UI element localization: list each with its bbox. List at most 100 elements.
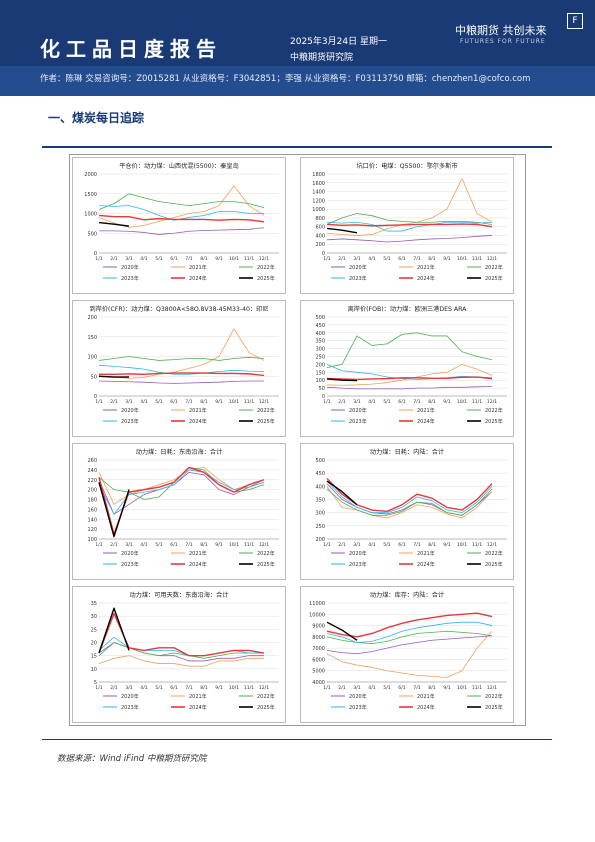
x-tick-label: 11/1 [472,685,482,691]
x-tick-label: 8/1 [200,685,207,691]
x-tick-label: 7/1 [185,256,192,262]
series-line-2024 [326,612,493,638]
chart-panel-4: 离岸价(FOB)：动力煤：欧洲三港DES ARA 0 50 100 150 200 250 3… [300,300,514,437]
x-tick-label: 6/1 [170,399,177,405]
x-tick-label: 3/1 [125,542,132,548]
x-tick-label: 10/1 [229,685,239,691]
series-line-2024 [326,376,493,381]
series-line-2023 [98,364,265,375]
x-tick-label: 5/1 [383,399,390,405]
series-line-2025 [98,375,129,378]
data-source: 数据来源：Wind iFind 中粮期货研究院 [57,754,207,764]
legend-label: 2020年 [349,264,367,271]
y-tick-label: 500 [315,315,325,321]
x-tick-label: 6/1 [398,685,405,691]
x-tick-label: 12/1 [487,685,497,691]
chart-title: 动力煤：日耗：内陆：合计 [370,448,444,456]
y-tick-label: 100 [87,537,97,543]
x-tick-label: 10/1 [457,542,467,548]
x-tick-label: 6/1 [170,256,177,262]
y-tick-label: 0 [322,251,325,257]
x-tick-label: 11/1 [472,542,482,548]
x-tick-label: 11/1 [244,256,254,262]
x-tick-label: 10/1 [229,256,239,262]
y-tick-label: 600 [315,225,325,231]
x-tick-label: 7/1 [413,256,420,262]
chart-panel-5: 动力煤：日耗：东南沿海：合计 100 120 140 160 180 200 220 240 26… [72,443,286,580]
x-tick-label: 5/1 [155,542,162,548]
y-tick-label: 150 [87,335,97,341]
x-tick-label: 11/1 [244,399,254,405]
x-tick-label: 9/1 [443,399,450,405]
series-line-2020 [98,471,265,515]
x-tick-label: 1/1 [323,256,330,262]
y-tick-label: 11000 [309,601,325,607]
x-tick-label: 8/1 [200,256,207,262]
y-tick-label: 25 [91,627,97,633]
legend-label: 2022年 [257,550,275,557]
legend-label: 2024年 [189,561,207,568]
y-tick-label: 400 [315,484,325,490]
series-line-2021 [326,486,493,519]
x-tick-label: 9/1 [443,256,450,262]
x-tick-label: 11/1 [472,399,482,405]
x-tick-label: 3/1 [353,256,360,262]
y-tick-label: 50 [91,374,97,380]
x-tick-label: 4/1 [140,542,147,548]
y-tick-label: 200 [315,242,325,248]
chart-svg-7: 动力煤：可用天数：东南沿海：合计 5 10 15 20 25 30 35 1/1 2/1 3/1 4/… [91,591,279,711]
x-tick-label: 4/1 [368,256,375,262]
legend-label: 2021年 [417,407,435,414]
y-tick-label: 120 [87,527,97,533]
legend-label: 2023年 [121,418,139,425]
legend-label: 2021年 [189,693,207,700]
y-tick-label: 180 [87,498,97,504]
y-tick-label: 20 [91,641,97,647]
y-tick-label: 5 [94,680,97,686]
series-line-2023 [326,221,493,232]
y-tick-label: 200 [315,537,325,543]
chart-panel-1: 平仓价：动力煤：山西优混(5500)：秦皇岛 0 500 1000 1500 2000 1/… [72,157,286,294]
series-line-2023 [98,205,264,221]
series-line-2022 [326,213,493,225]
y-tick-label: 1500 [84,192,97,198]
legend-label: 2024年 [417,418,435,425]
y-tick-label: 160 [87,507,97,513]
x-tick-label: 1/1 [95,256,102,262]
series-line-2022 [326,488,493,516]
y-tick-label: 450 [315,471,325,477]
chart-grid-frame [69,154,526,726]
chart-svg-2: 坑口价：电煤：Q5500：鄂尔多斯市 0 200 400 600 800 1000 1200 1… [312,162,507,282]
chart-svg-8: 动力煤：库存：内陆：合计 4000 5000 6000 7000 8000 9000 1000… [309,591,507,711]
x-tick-label: 11/1 [244,542,254,548]
legend-label: 2023年 [349,275,367,282]
company-logo-icon: F [567,13,583,29]
x-tick-label: 7/1 [185,685,192,691]
x-tick-label: 4/1 [140,399,147,405]
y-tick-label: 200 [315,362,325,368]
series-line-2022 [98,467,265,500]
x-tick-label: 1/1 [95,399,102,405]
legend-label: 2021年 [417,264,435,271]
chart-panel-2: 坑口价：电煤：Q5500：鄂尔多斯市 0 200 400 600 800 1000 1200 1… [300,157,514,294]
legend-label: 2020年 [121,407,139,414]
y-tick-label: 5000 [312,669,325,675]
legend-label: 2020年 [121,264,139,271]
chart-title: 坑口价：电煤：Q5500：鄂尔多斯市 [356,162,457,170]
legend-label: 2025年 [257,418,275,425]
legend-label: 2022年 [485,693,503,700]
x-tick-label: 9/1 [443,685,450,691]
legend-label: 2021年 [417,693,435,700]
y-tick-label: 150 [315,370,325,376]
series-line-2022 [98,193,265,210]
y-tick-label: 100 [87,355,97,361]
chart-svg-5: 动力煤：日耗：东南沿海：合计 100 120 140 160 180 200 220 240 26… [87,448,279,568]
y-tick-label: 450 [315,323,325,329]
chart-panel-7: 动力煤：可用天数：东南沿海：合计 5 10 15 20 25 30 35 1/1 2/1 3/1 4/… [72,586,286,723]
y-tick-label: 0 [94,394,97,400]
section-divider [42,146,552,148]
x-tick-label: 7/1 [413,542,420,548]
report-title: 化工品日度报告 [40,37,222,61]
series-line-2025 [98,482,130,538]
y-tick-label: 500 [315,458,325,464]
